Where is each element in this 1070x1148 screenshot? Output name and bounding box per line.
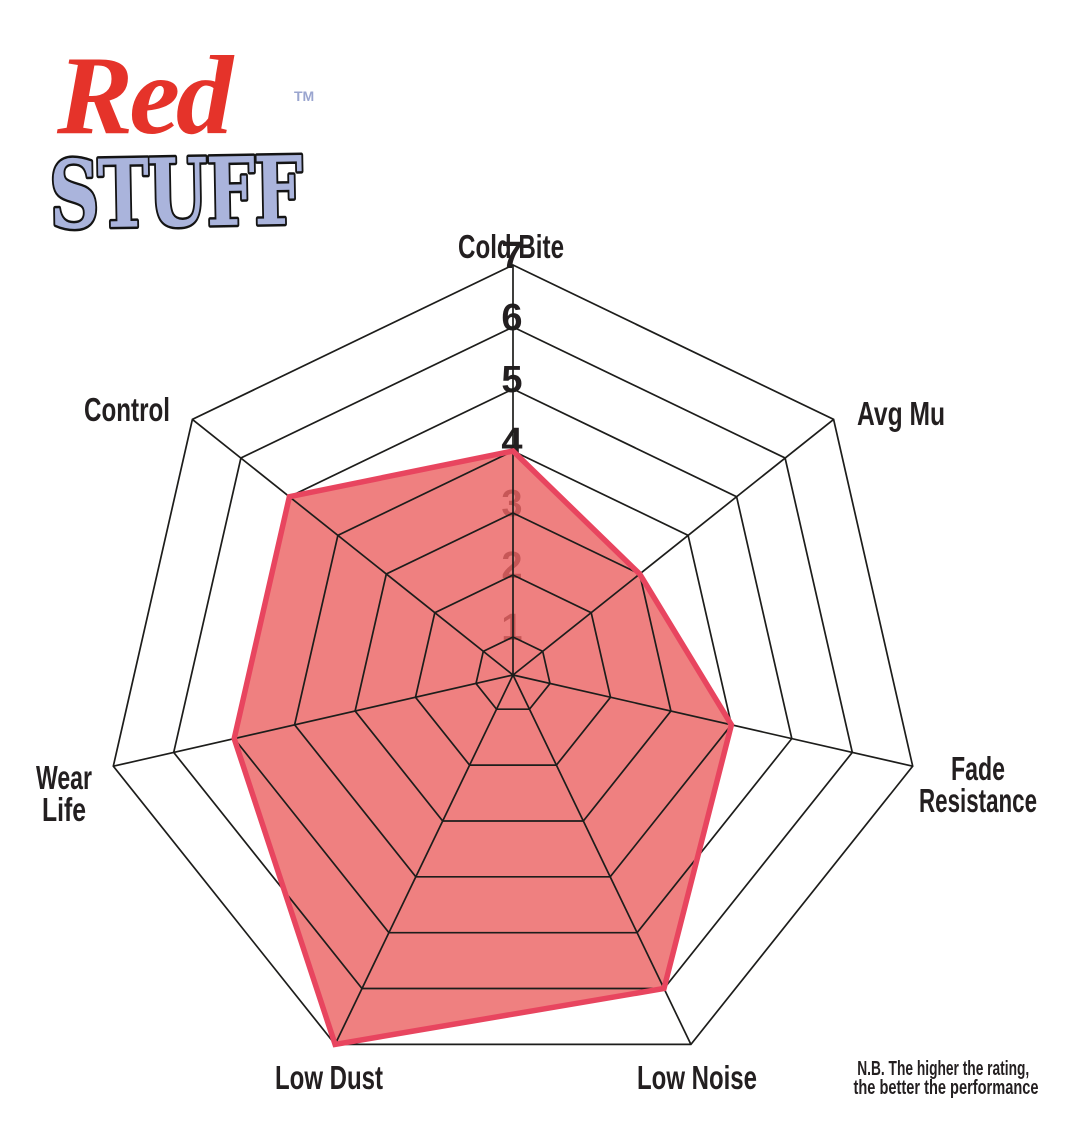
axis-label-line: Low Dust xyxy=(275,1059,383,1096)
axis-label-line: Resistance xyxy=(919,782,1037,819)
axis-spoke-fade-resistance xyxy=(512,674,913,768)
grid-ring-6 xyxy=(172,326,854,990)
scale-tick-5: 5 xyxy=(501,359,522,401)
axis-label-cold-bite: Cold Bite xyxy=(458,228,564,265)
trademark-symbol: TM xyxy=(294,88,314,104)
axis-label-line: Avg Mu xyxy=(857,395,945,432)
axis-labels: Cold Bite Avg Mu Fade Resistance Low Noise Lo… xyxy=(36,228,1037,1096)
axis-spoke-avg-mu xyxy=(512,418,835,676)
scale-tick-6: 6 xyxy=(501,297,521,339)
svg-text:N.B. The higher the rating,: N.B. The higher the rating, the better t… xyxy=(854,1058,1039,1099)
grid-ring-2 xyxy=(414,574,612,766)
grid-ring-1 xyxy=(475,636,551,711)
note-line-1: N.B. The higher the rating, xyxy=(857,1058,1029,1080)
axis-spoke-low-dust xyxy=(334,674,514,1045)
redstuff-logo: Red TM STUFF xyxy=(46,34,314,253)
axis-label-line: Cold Bite xyxy=(458,228,564,265)
axis-spoke-low-noise xyxy=(512,674,692,1045)
series-fill-area xyxy=(234,451,732,1045)
performance-note: N.B. The higher the rating, the better t… xyxy=(854,1058,1039,1099)
axis-label-line: Low Noise xyxy=(637,1059,757,1096)
axis-label-line: Wear xyxy=(36,759,92,796)
axis-label-avg-mu: Avg Mu xyxy=(857,395,945,432)
grid-ring-3 xyxy=(354,512,672,822)
axis-label-low-dust: Low Dust xyxy=(275,1059,383,1096)
logo-red-text: Red xyxy=(56,34,235,158)
series-outline xyxy=(231,448,735,1048)
axis-label-low-noise: Low Noise xyxy=(637,1059,757,1096)
axis-label-fade-resistance: Fade Resistance xyxy=(919,750,1037,819)
logo-stuff-text: STUFF xyxy=(48,137,303,251)
axis-label-line: Control xyxy=(84,391,170,428)
axis-label-wear-life: Wear Life xyxy=(36,759,92,828)
axis-spoke-wear-life xyxy=(113,674,514,768)
grid-ring-4 xyxy=(293,450,733,878)
grid-ring-7 xyxy=(112,264,914,1046)
axis-label-control: Control xyxy=(84,391,170,428)
axis-label-line: Fade xyxy=(951,750,1005,787)
axis-label-line: Life xyxy=(42,791,86,828)
axis-spoke-control xyxy=(191,418,514,676)
note-line-2: the better the performance xyxy=(854,1077,1039,1099)
